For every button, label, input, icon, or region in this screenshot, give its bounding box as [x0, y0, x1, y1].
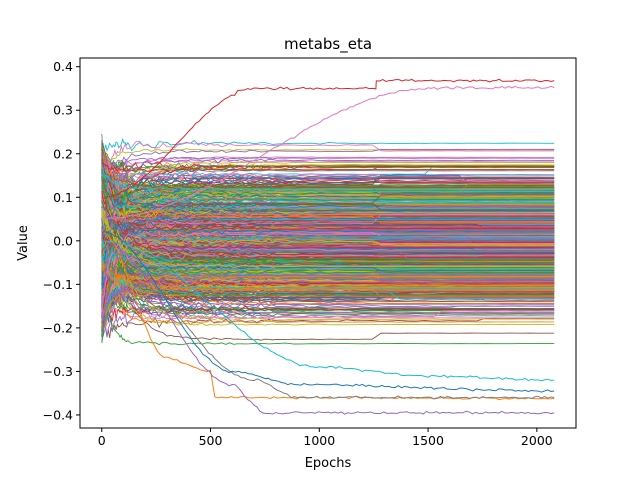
series-line: [101, 189, 555, 287]
series-line: [101, 173, 555, 191]
series-line: [101, 140, 555, 197]
series-line-outlier: [101, 240, 555, 415]
series-line: [101, 217, 555, 240]
x-axis-label: Epochs: [305, 456, 352, 471]
x-tick-label: 1000: [303, 433, 335, 448]
series-line: [101, 147, 555, 213]
series-line: [101, 168, 555, 265]
plot-frame: [79, 57, 577, 429]
series-line: [101, 148, 555, 182]
series-line: [101, 317, 555, 339]
series-line: [101, 167, 555, 212]
series-line: [101, 198, 555, 215]
y-tick-label: −0.2: [43, 320, 73, 335]
series-line: [101, 208, 555, 225]
x-tick-label: 500: [199, 433, 223, 448]
series-line: [101, 261, 555, 281]
series-line: [101, 158, 555, 324]
series-line: [101, 180, 555, 206]
series-line: [101, 204, 555, 231]
series-line-outlier: [101, 231, 555, 393]
series-line: [101, 170, 555, 189]
series-line: [101, 202, 555, 255]
series-line: [101, 301, 555, 338]
series-line: [101, 241, 555, 271]
y-axis: −0.4 −0.3 −0.2 −0.1 0.0 0.1 0.2 0.3 0.4: [43, 59, 80, 422]
series-layer: [101, 78, 555, 415]
series-line: [101, 156, 555, 185]
series-line-outlier: [101, 85, 555, 220]
series-line: [101, 169, 555, 326]
series-line: [101, 208, 555, 269]
series-line: [101, 188, 555, 201]
y-tick-label: −0.3: [43, 364, 73, 379]
y-tick-label: 0.3: [53, 103, 73, 118]
series-line: [101, 240, 555, 299]
series-line: [101, 210, 555, 325]
series-line-outlier: [101, 241, 555, 382]
y-tick-label: 0.2: [53, 146, 73, 161]
series-line: [101, 194, 555, 247]
series-line: [101, 201, 555, 235]
series-line: [101, 254, 555, 278]
plot-area: [101, 78, 555, 415]
x-tick-label: 2000: [521, 433, 553, 448]
series-line: [101, 144, 555, 173]
x-axis: 0 500 1000 1500 2000: [98, 428, 553, 448]
series-line: [101, 256, 555, 321]
y-axis-label: Value: [16, 225, 31, 261]
series-line: [101, 148, 555, 179]
y-tick-label: 0.4: [53, 59, 73, 74]
series-line-outlier: [101, 248, 555, 400]
series-line-outlier: [101, 78, 555, 199]
series-line: [101, 201, 555, 250]
series-line: [101, 137, 555, 152]
series-line: [101, 262, 555, 292]
series-line: [101, 158, 555, 280]
y-tick-label: 0.1: [53, 190, 73, 205]
series-line: [101, 304, 555, 324]
y-tick-label: −0.4: [43, 407, 73, 422]
series-line: [101, 170, 555, 184]
series-line: [101, 170, 555, 276]
chart-title: metabs_eta: [284, 35, 372, 54]
series-line: [101, 265, 555, 315]
x-tick-label: 1500: [412, 433, 444, 448]
series-line: [101, 262, 555, 346]
series-line: [101, 218, 555, 285]
y-tick-label: 0.0: [53, 233, 73, 248]
x-tick-label: 0: [98, 433, 106, 448]
series-line: [101, 208, 555, 242]
series-line: [101, 166, 555, 254]
series-line: [101, 273, 555, 331]
series-line: [101, 162, 555, 173]
series-line: [101, 262, 555, 276]
series-line: [101, 190, 555, 257]
series-line: [101, 255, 555, 300]
y-tick-label: −0.1: [43, 277, 73, 292]
series-line: [101, 167, 555, 175]
